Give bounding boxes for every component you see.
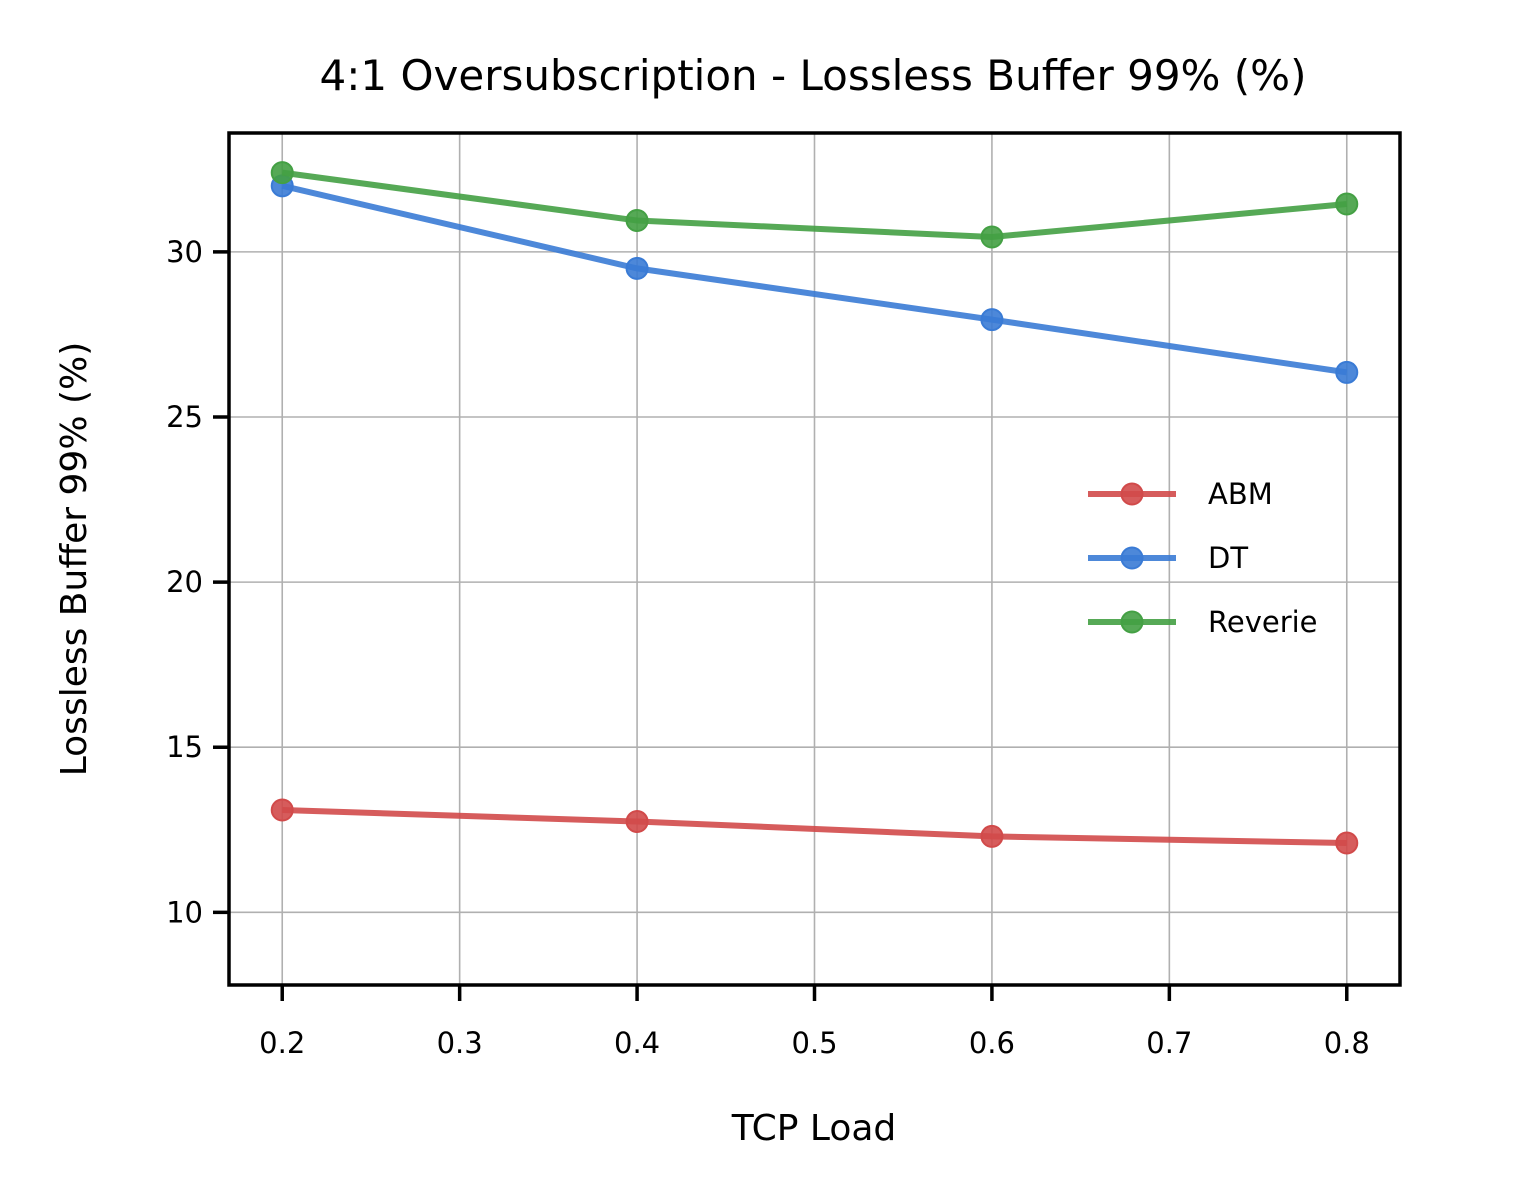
data-point-reverie: [1335, 192, 1359, 216]
y-tick-label: 20: [166, 565, 203, 599]
data-point-dt: [1335, 360, 1359, 384]
series-layer: [270, 161, 1359, 855]
x-tick-label: 0.4: [614, 1026, 660, 1060]
data-point-dt: [625, 256, 649, 280]
y-axis-label: Lossless Buffer 99% (%): [54, 342, 95, 777]
data-point-reverie: [625, 209, 649, 233]
y-tick-label: 15: [166, 730, 203, 764]
legend-swatch-marker-reverie: [1120, 610, 1144, 634]
legend: ABM DT Reverie: [1088, 477, 1318, 639]
data-point-reverie: [980, 225, 1004, 249]
x-tick-label: 0.3: [437, 1026, 483, 1060]
legend-swatch-marker-dt: [1120, 546, 1144, 570]
data-point-dt: [980, 308, 1004, 332]
x-tick-label: 0.6: [969, 1026, 1015, 1060]
data-point-abm: [1335, 831, 1359, 855]
x-tick-label: 0.2: [259, 1026, 305, 1060]
tick-layer: 0.2 0.3 0.4 0.5 0.6 0.7 0.8 10 15 20 25 30: [166, 235, 1370, 1060]
x-tick-label: 0.7: [1146, 1026, 1192, 1060]
chart-title: 4:1 Oversubscription - Lossless Buffer 9…: [320, 51, 1307, 100]
y-tick-label: 30: [166, 235, 203, 269]
legend-label-abm: ABM: [1208, 477, 1273, 511]
x-tick-label: 0.5: [791, 1026, 837, 1060]
data-point-abm: [625, 810, 649, 834]
legend-label-reverie: Reverie: [1208, 605, 1318, 639]
series-line-abm: [282, 807, 1347, 846]
series-line-reverie: [281, 169, 1348, 240]
data-point-abm: [980, 824, 1004, 848]
y-tick-label: 10: [166, 895, 203, 929]
y-tick-label: 25: [166, 400, 203, 434]
data-point-reverie: [270, 161, 294, 185]
legend-swatch-marker-abm: [1120, 482, 1144, 506]
x-tick-label: 0.8: [1324, 1026, 1370, 1060]
data-point-abm: [270, 798, 294, 822]
x-axis-label: TCP Load: [731, 1108, 897, 1149]
series-line-dt: [281, 182, 1348, 376]
legend-label-dt: DT: [1208, 541, 1248, 575]
